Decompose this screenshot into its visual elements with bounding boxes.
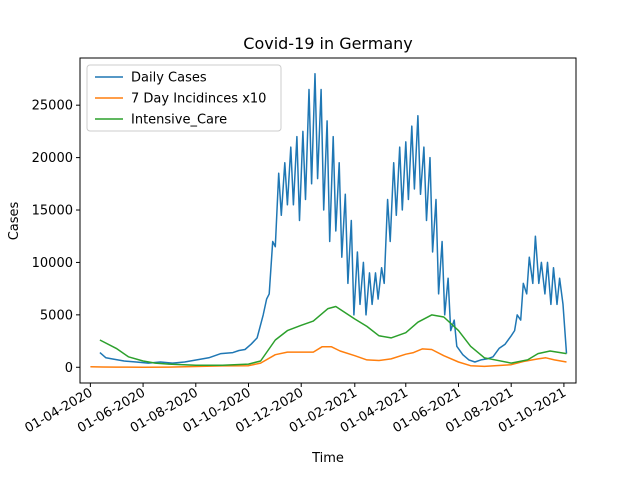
legend-box: [86, 64, 282, 132]
series-line-daily-cases: [99, 72, 568, 364]
y-tick-label: 10000: [32, 256, 73, 271]
y-tick-label: 25000: [32, 99, 73, 114]
y-tick-label: 15000: [32, 204, 73, 219]
legend-entry: Intensive_Care: [131, 113, 227, 128]
legend: Daily Cases 7 Day Incidinces x10 Intensive…: [86, 64, 282, 132]
y-axis: 0 5000 10000 15000 20000 25000: [32, 99, 80, 376]
series-line-7-day-incidinces-x10: [90, 346, 567, 368]
legend-entry: Daily Cases: [131, 71, 207, 86]
y-tick-label: 5000: [40, 308, 73, 323]
plot-frame: [79, 57, 577, 384]
y-axis-label: Cases: [7, 201, 22, 240]
legend-entry: 7 Day Incidinces x10: [131, 92, 266, 107]
x-axis-label: Time: [311, 451, 344, 466]
chart-title: Covid-19 in Germany: [243, 34, 412, 53]
series-line-intensive-care: [99, 305, 567, 366]
y-tick-label: 20000: [32, 151, 73, 166]
y-tick-label: 0: [65, 361, 73, 376]
series-layer: [90, 72, 568, 368]
